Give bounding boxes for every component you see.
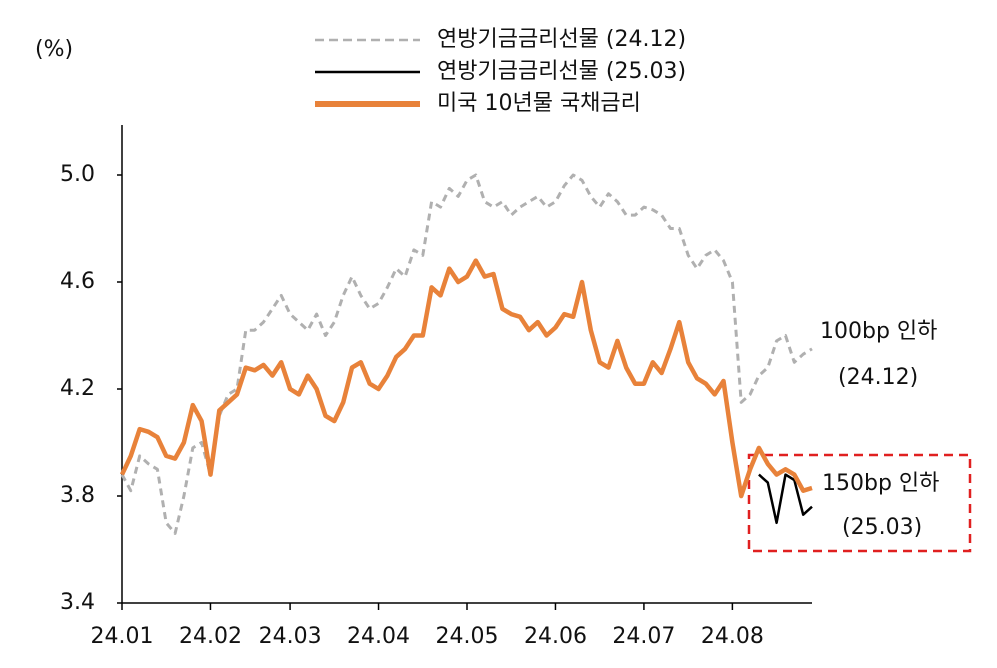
x-tick-label: 24.08 <box>701 624 764 649</box>
annotation: 100bp 인하 <box>820 319 937 344</box>
legend-label: 연방기금금리선물 (25.03) <box>437 59 686 84</box>
annotation: (24.12) <box>838 365 918 390</box>
y-tick-label: 3.4 <box>60 590 95 615</box>
x-tick-label: 24.03 <box>259 624 322 649</box>
annotation: 150bp 인하 <box>822 471 939 496</box>
y-tick-label: 3.8 <box>60 483 95 508</box>
highlight-box <box>747 453 972 553</box>
x-tick-label: 24.01 <box>91 624 154 649</box>
x-tick-label: 24.05 <box>436 624 499 649</box>
series-line <box>758 473 813 525</box>
y-tick-label: 4.6 <box>60 269 95 294</box>
legend-label: 미국 10년물 국채금리 <box>437 91 641 116</box>
y-unit-label: (%) <box>35 37 73 62</box>
x-tick-label: 24.06 <box>524 624 587 649</box>
y-tick-label: 5.0 <box>60 162 95 187</box>
x-tick-label: 24.02 <box>179 624 242 649</box>
legend-label: 연방기금금리선물 (24.12) <box>437 27 686 52</box>
annotation: (25.03) <box>842 515 922 540</box>
y-tick-label: 4.2 <box>60 376 95 401</box>
series-line <box>119 258 813 499</box>
x-tick-label: 24.04 <box>347 624 410 649</box>
x-tick-label: 24.07 <box>612 624 675 649</box>
series-line <box>120 173 813 535</box>
